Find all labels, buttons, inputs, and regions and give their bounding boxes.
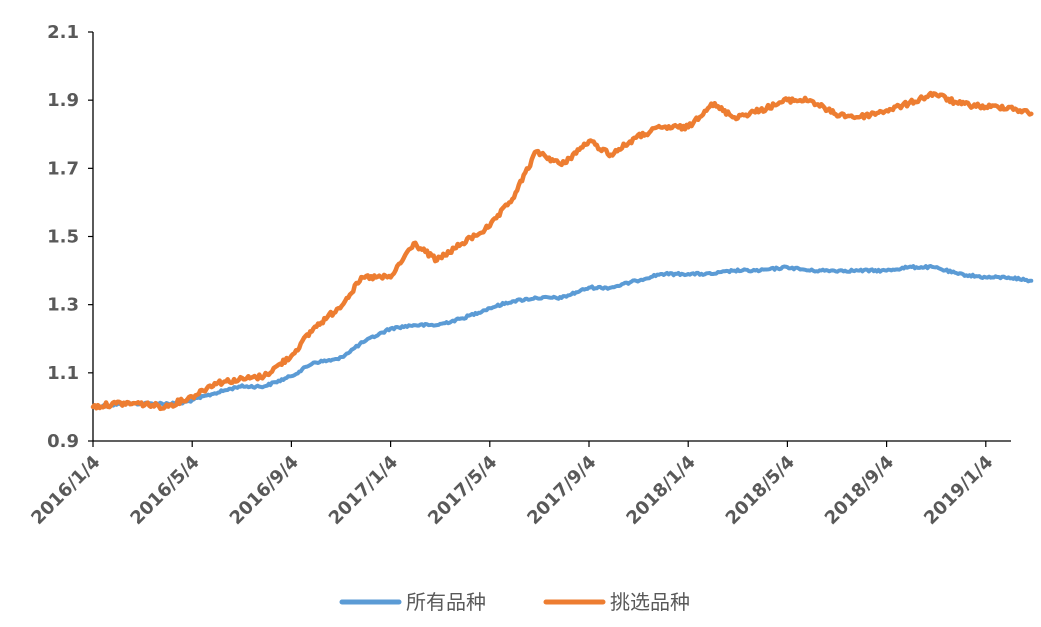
- x-tick-label: 2016/1/4: [27, 452, 104, 529]
- x-tick-label: 2017/1/4: [325, 452, 402, 529]
- x-tick-label: 2017/5/4: [424, 452, 501, 529]
- y-tick-label: 1.3: [47, 295, 79, 316]
- x-tick-label: 2018/5/4: [722, 452, 799, 529]
- legend-label-1: 所有品种: [406, 590, 486, 614]
- legend-label-2: 挑选品种: [610, 590, 690, 614]
- y-tick-label: 1.5: [47, 227, 79, 248]
- y-tick-label: 1.1: [47, 363, 79, 384]
- series-line-1: [91, 264, 1034, 410]
- x-tick-label: 2018/9/4: [821, 452, 898, 529]
- series-line-2: [90, 90, 1034, 412]
- y-tick-label: 1.7: [47, 158, 79, 179]
- y-tick-label: 0.9: [47, 431, 79, 452]
- y-tick-label: 2.1: [47, 22, 79, 43]
- x-tick-label: 2016/9/4: [226, 452, 303, 529]
- x-tick-label: 2016/5/4: [126, 452, 203, 529]
- x-tick-label: 2017/9/4: [523, 452, 600, 529]
- x-tick-label: 2019/1/4: [920, 452, 997, 529]
- y-tick-label: 1.9: [47, 90, 79, 111]
- x-tick-label: 2018/1/4: [622, 452, 699, 529]
